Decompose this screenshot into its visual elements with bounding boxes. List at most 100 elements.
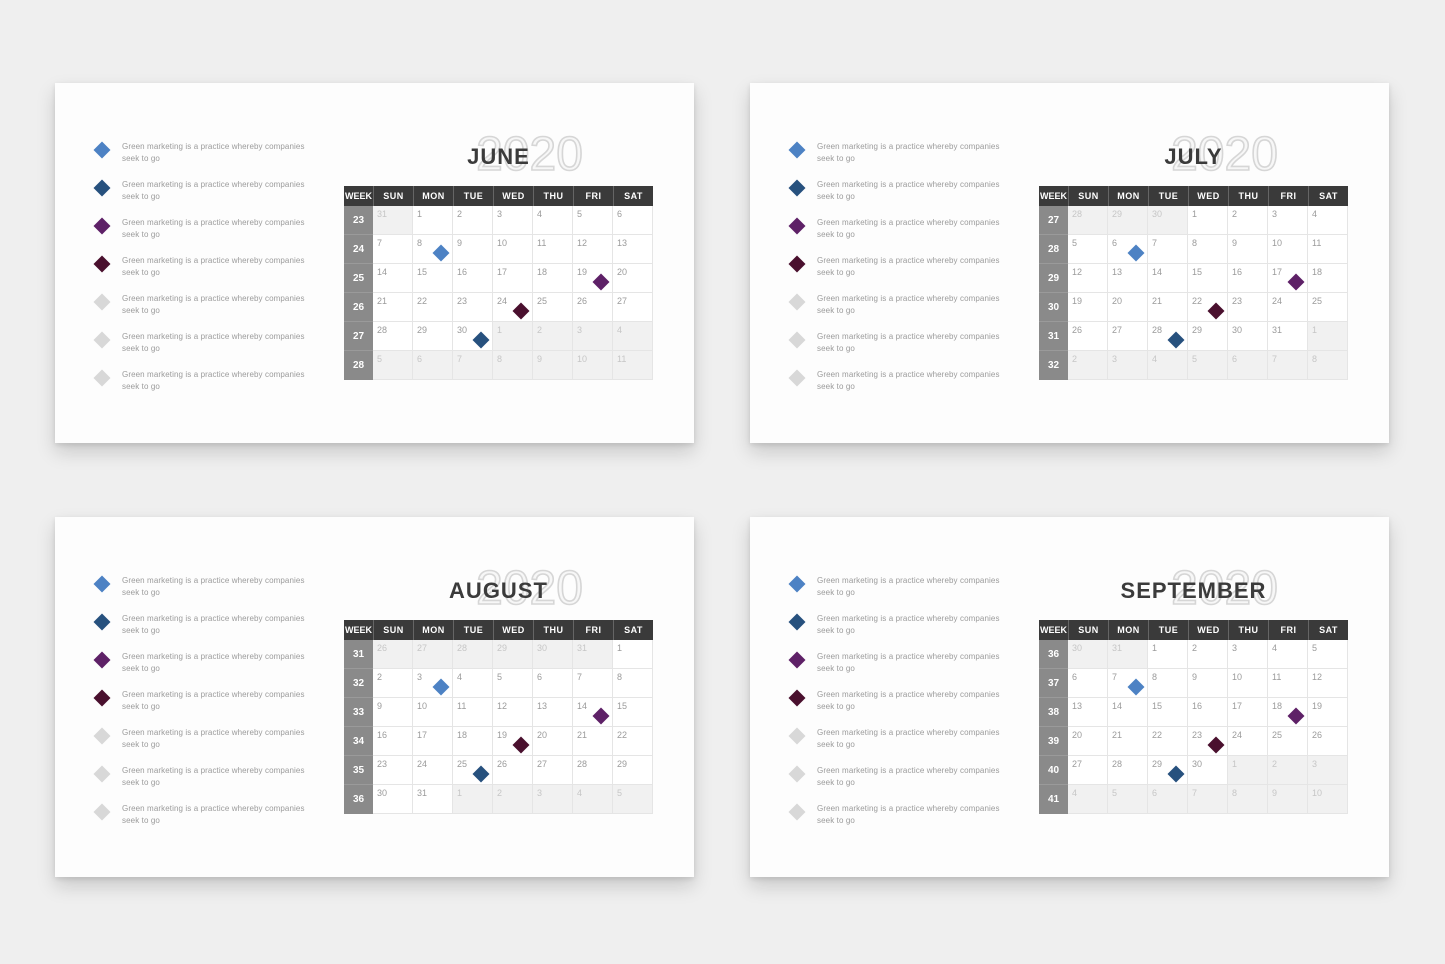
legend-text-line-1: Green marketing is a practice whereby co… (122, 294, 305, 303)
legend-item: Green marketing is a practice whereby co… (93, 255, 309, 279)
day-number: 3 (1272, 209, 1278, 219)
calendar-week-row: 41 4 5 6 7 8 9 10 (1039, 785, 1348, 814)
legend-text-line-2: seek to go (122, 230, 160, 239)
day-number: 31 (1112, 643, 1123, 653)
week-number-cell: 37 (1039, 669, 1068, 698)
weekday-header-cell: THU (533, 186, 573, 206)
legend-item-text: Green marketing is a practice whereby co… (817, 727, 1000, 751)
day-cell: 20 (1108, 293, 1148, 322)
day-number: 22 (1152, 730, 1163, 740)
day-cell: 9 (373, 698, 413, 727)
day-cell: 16 (1228, 264, 1268, 293)
day-cell: 28 (453, 640, 493, 669)
day-number: 3 (1112, 354, 1118, 364)
day-cell: 8 (493, 351, 533, 380)
day-cell: 8 (613, 669, 653, 698)
calendar-week-row: 36 30 31 1 2 3 4 5 (344, 785, 653, 814)
day-cell: 1 (1228, 756, 1268, 785)
calendar-week-row: 33 9 10 11 12 13 14 15 (344, 698, 653, 727)
day-number: 28 (377, 325, 388, 335)
day-number: 14 (1112, 701, 1123, 711)
day-cell: 13 (1068, 698, 1108, 727)
day-number: 3 (417, 672, 423, 682)
day-cell: 25 (1268, 727, 1308, 756)
legend-item: Green marketing is a practice whereby co… (93, 331, 309, 355)
legend-text-line-2: seek to go (122, 268, 160, 277)
day-number: 1 (417, 209, 423, 219)
day-cell: 8 (413, 235, 453, 264)
day-number: 8 (1232, 788, 1238, 798)
day-cell: 8 (1308, 351, 1348, 380)
day-cell: 4 (533, 206, 573, 235)
weekday-header-cell: WED (1188, 620, 1228, 640)
day-cell: 27 (613, 293, 653, 322)
day-number: 21 (1152, 296, 1163, 306)
day-number: 1 (497, 325, 503, 335)
legend-item-text: Green marketing is a practice whereby co… (122, 803, 305, 827)
week-number-cell: 41 (1039, 785, 1068, 814)
week-number-cell: 32 (1039, 351, 1068, 380)
day-cell: 3 (1108, 351, 1148, 380)
month-slide-panel: Green marketing is a practice whereby co… (55, 517, 694, 877)
legend-item-text: Green marketing is a practice whereby co… (122, 651, 305, 675)
day-cell: 9 (533, 351, 573, 380)
week-number-cell: 26 (344, 293, 373, 322)
legend-diamond-icon (788, 141, 806, 159)
weekday-header-cell: SUN (1068, 186, 1108, 206)
weekday-header-cell: TUE (1148, 620, 1188, 640)
legend-diamond-icon (788, 255, 806, 273)
year-watermark: 2020 (1170, 562, 1278, 615)
day-cell: 2 (1228, 206, 1268, 235)
legend-text-line-2: seek to go (122, 626, 160, 635)
legend-item: Green marketing is a practice whereby co… (788, 803, 1004, 827)
day-cell: 12 (1068, 264, 1108, 293)
legend-item-text: Green marketing is a practice whereby co… (122, 293, 305, 317)
week-number-cell: 36 (1039, 640, 1068, 669)
day-cell: 30 (1228, 322, 1268, 351)
legend-diamond-icon (788, 331, 806, 349)
day-cell: 6 (1068, 669, 1108, 698)
day-cell: 31 (1268, 322, 1308, 351)
day-number: 24 (1232, 730, 1243, 740)
day-number: 26 (377, 643, 388, 653)
legend-text-line-1: Green marketing is a practice whereby co… (817, 728, 1000, 737)
legend-item: Green marketing is a practice whereby co… (788, 727, 1004, 751)
week-number-cell: 28 (344, 351, 373, 380)
day-number: 8 (417, 238, 423, 248)
day-cell: 3 (1268, 206, 1308, 235)
day-number: 3 (1232, 643, 1238, 653)
day-number: 15 (617, 701, 628, 711)
day-cell: 11 (1268, 669, 1308, 698)
day-number: 16 (1192, 701, 1203, 711)
week-number-cell: 35 (344, 756, 373, 785)
legend-diamond-icon (93, 141, 111, 159)
calendar: WEEK SUN MON TUE WED THU FRI SAT 31 26 27 28 29 30 31… (344, 620, 653, 814)
day-cell: 14 (373, 264, 413, 293)
legend: Green marketing is a practice whereby co… (788, 575, 1004, 841)
day-cell: 29 (413, 322, 453, 351)
legend-diamond-icon (93, 293, 111, 311)
day-cell: 4 (1068, 785, 1108, 814)
day-number: 23 (1232, 296, 1243, 306)
legend-item: Green marketing is a practice whereby co… (788, 293, 1004, 317)
legend-text-line-2: seek to go (122, 382, 160, 391)
day-cell: 1 (1308, 322, 1348, 351)
legend-text-line-1: Green marketing is a practice whereby co… (817, 332, 1000, 341)
weekday-header-cell: SUN (1068, 620, 1108, 640)
day-cell: 19 (493, 727, 533, 756)
day-number: 16 (1232, 267, 1243, 277)
day-cell: 18 (1308, 264, 1348, 293)
day-number: 27 (1072, 759, 1083, 769)
day-number: 2 (377, 672, 383, 682)
legend-diamond-icon (788, 803, 806, 821)
legend-item: Green marketing is a practice whereby co… (93, 765, 309, 789)
calendar-week-row: 28 5 6 7 8 9 10 11 (1039, 235, 1348, 264)
day-number: 4 (1152, 354, 1158, 364)
day-number: 2 (497, 788, 503, 798)
day-number: 4 (617, 325, 623, 335)
day-number: 20 (537, 730, 548, 740)
day-cell: 1 (1188, 206, 1228, 235)
day-number: 5 (617, 788, 623, 798)
day-cell: 4 (613, 322, 653, 351)
